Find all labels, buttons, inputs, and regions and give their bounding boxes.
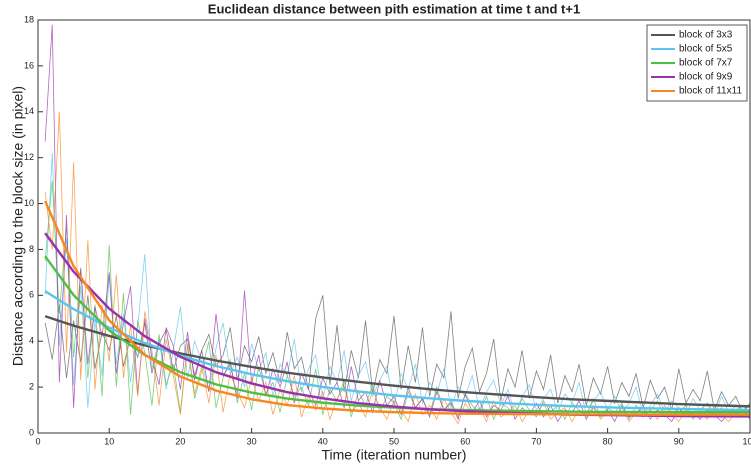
legend-box: [646, 24, 748, 102]
legend-label: block of 5x5: [679, 44, 733, 55]
plot-area: [44, 24, 750, 425]
y-tick-label: 18: [24, 14, 34, 24]
raw-line: [44, 295, 750, 414]
y-tick-label: 2: [29, 381, 34, 391]
chart-title: Euclidean distance between pith estimati…: [208, 1, 580, 16]
x-tick-label: 40: [318, 436, 328, 446]
legend-label: block of 11x11: [679, 86, 742, 97]
y-tick-label: 10: [24, 198, 34, 208]
x-tick-label: 80: [603, 436, 613, 446]
raw-line: [44, 111, 750, 425]
x-tick-label: 20: [175, 436, 185, 446]
x-tick-label: 60: [460, 436, 470, 446]
y-tick-label: 16: [24, 60, 34, 70]
x-tick-label: 10: [104, 436, 114, 446]
fit-line: [44, 200, 750, 416]
x-tick-label: 50: [389, 436, 399, 446]
x-tick-label: 100: [742, 436, 751, 446]
y-tick-label: 0: [29, 427, 34, 437]
y-tick-label: 6: [29, 290, 34, 300]
x-tick-label: 0: [35, 436, 40, 446]
y-tick-label: 12: [24, 152, 34, 162]
x-tick-label: 30: [247, 436, 257, 446]
y-tick-label: 14: [24, 106, 34, 116]
x-axis-label: Time (iteration number): [322, 447, 467, 463]
legend-label: block of 7x7: [679, 58, 733, 69]
legend-label: block of 3x3: [679, 30, 733, 41]
x-tick-label: 70: [531, 436, 541, 446]
fit-line: [44, 290, 750, 412]
x-tick-label: 90: [674, 436, 684, 446]
y-tick-label: 4: [29, 336, 34, 346]
y-axis-label: Distance according to the block size (in…: [10, 86, 26, 366]
legend-label: block of 9x9: [679, 72, 733, 83]
y-tick-label: 8: [29, 244, 34, 254]
plot-frame: [37, 19, 751, 434]
